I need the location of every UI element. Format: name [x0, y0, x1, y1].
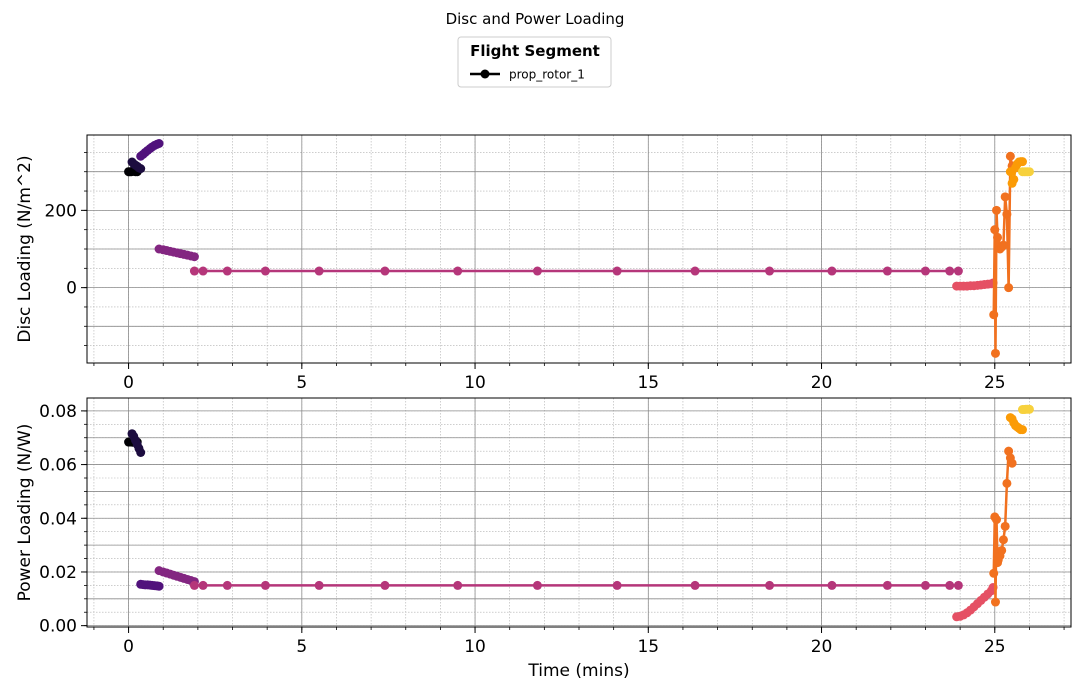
x-tick-label: 15	[637, 373, 659, 393]
data-point	[198, 266, 208, 276]
data-point	[990, 348, 1000, 358]
data-point	[1002, 209, 1012, 219]
data-point	[989, 310, 999, 320]
data-point	[1007, 458, 1017, 468]
x-tick-label: 10	[464, 637, 486, 657]
data-point	[380, 266, 390, 276]
x-tick-label: 20	[811, 373, 833, 393]
data-point	[997, 545, 1007, 555]
data-point	[945, 580, 955, 590]
y-tick-label: 200	[45, 201, 77, 221]
chart-title: Disc and Power Loading	[446, 10, 625, 28]
data-point	[314, 580, 324, 590]
data-point	[992, 205, 1002, 215]
data-point	[612, 580, 622, 590]
y-tick-label: 0.08	[39, 402, 77, 422]
data-point	[189, 252, 199, 262]
data-point	[827, 266, 837, 276]
data-point	[765, 266, 775, 276]
data-point	[314, 266, 324, 276]
data-point	[453, 266, 463, 276]
data-point	[990, 597, 1000, 607]
data-point	[765, 580, 775, 590]
data-point	[154, 139, 164, 148]
data-point	[1024, 167, 1034, 177]
data-point	[154, 581, 164, 591]
data-point	[260, 266, 270, 276]
data-point	[945, 266, 955, 276]
data-point	[953, 580, 963, 590]
legend-marker-swatch	[480, 69, 490, 79]
data-point	[992, 515, 1002, 525]
legend: Flight Segment prop_rotor_1	[457, 36, 612, 88]
data-point	[953, 266, 963, 276]
data-point	[990, 225, 1000, 235]
data-point	[136, 164, 146, 174]
data-point	[136, 448, 146, 457]
data-point	[189, 266, 199, 276]
y-axis-label-disc: Disc Loading (N/m^2)	[15, 155, 35, 342]
x-axis-label: Time (mins)	[527, 661, 629, 681]
x-tick-label: 15	[637, 637, 659, 657]
data-point	[380, 580, 390, 590]
data-point	[1024, 404, 1034, 414]
data-point	[989, 568, 999, 578]
data-point	[532, 580, 542, 590]
data-point	[1000, 521, 1010, 531]
data-point	[1004, 283, 1014, 293]
data-point	[1000, 192, 1010, 202]
data-point	[998, 535, 1008, 545]
data-point	[1002, 478, 1012, 488]
x-tick-label: 5	[296, 637, 307, 657]
data-point	[612, 266, 622, 276]
data-point	[882, 266, 892, 276]
data-point	[222, 266, 232, 276]
y-tick-label: 0.06	[39, 456, 77, 476]
y-axis-label-power: Power Loading (N/W)	[15, 424, 35, 602]
data-point	[189, 580, 199, 590]
data-point	[1017, 425, 1027, 435]
data-point	[690, 580, 700, 590]
legend-title: Flight Segment	[470, 42, 600, 60]
data-point	[1009, 174, 1019, 184]
data-point	[532, 266, 542, 276]
x-tick-label: 0	[123, 637, 134, 657]
y-tick-label: 0	[66, 279, 77, 299]
x-tick-label: 25	[984, 373, 1006, 393]
x-tick-label: 0	[123, 373, 134, 393]
data-point	[827, 580, 837, 590]
data-point	[222, 580, 232, 590]
data-point	[453, 580, 463, 590]
x-tick-label: 25	[984, 637, 1006, 657]
x-tick-label: 5	[296, 373, 307, 393]
legend-entry-prop-rotor-1: prop_rotor_1	[509, 68, 585, 82]
data-point	[920, 266, 930, 276]
data-point	[998, 240, 1008, 250]
data-point	[993, 232, 1003, 242]
panel-disc: 0 5 10 15 20 25 0 200 Disc Loading (N/m^2)	[15, 134, 1072, 393]
data-point	[1017, 157, 1027, 167]
data-point	[260, 580, 270, 590]
x-tick-label: 20	[811, 637, 833, 657]
y-tick-label: 0.04	[39, 509, 77, 529]
data-point	[198, 580, 208, 590]
y-tick-label: 0.00	[39, 617, 77, 637]
data-point	[690, 266, 700, 276]
data-point	[882, 580, 892, 590]
data-point	[920, 580, 930, 590]
x-tick-label: 10	[464, 373, 486, 393]
y-tick-label: 0.02	[39, 563, 77, 583]
data-point	[1005, 151, 1015, 161]
